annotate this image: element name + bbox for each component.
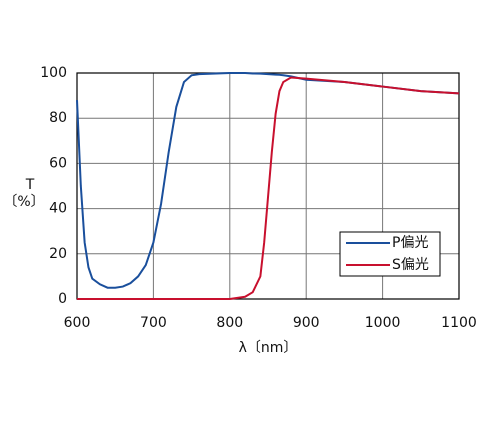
legend-label: S偏光 — [392, 257, 429, 273]
y-label: 〔%〕 — [3, 194, 44, 210]
y-tick-label: 20 — [49, 246, 67, 262]
y-tick-label: 80 — [49, 110, 67, 126]
series-line — [77, 76, 460, 300]
y-tick-label: 0 — [58, 291, 67, 307]
x-tick-label: 1100 — [441, 315, 477, 331]
x-tick-label: 700 — [140, 315, 167, 331]
x-tick-label: 1000 — [365, 315, 401, 331]
x-tick-label: 900 — [293, 315, 320, 331]
y-tick-label: 40 — [49, 201, 67, 217]
legend-label: P偏光 — [392, 235, 428, 251]
x-tick-label: 800 — [216, 315, 243, 331]
y-tick-label: 60 — [49, 155, 67, 171]
y-tick-label: 100 — [40, 65, 67, 81]
x-label: λ〔nm〕 — [239, 340, 298, 356]
y-label: T — [25, 177, 35, 193]
plot-frame — [76, 72, 460, 300]
x-tick-label: 600 — [64, 315, 91, 331]
series-line — [76, 72, 460, 289]
legend-box — [339, 231, 441, 277]
